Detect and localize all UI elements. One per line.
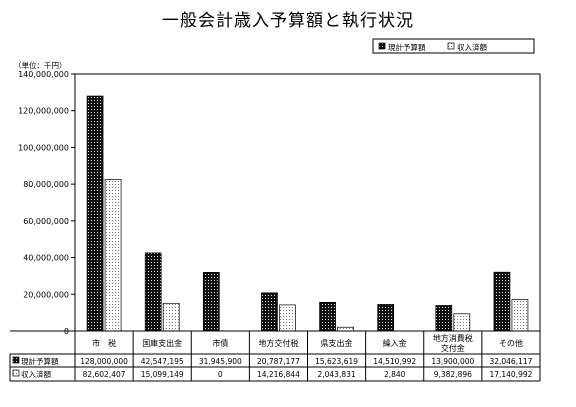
data-label: 14,510,992 (373, 357, 416, 366)
data-label: 2,840 (384, 370, 406, 379)
data-label: 14,216,844 (257, 370, 300, 379)
bar-received (104, 179, 122, 332)
y-tick-label: 20,000,000 (23, 290, 69, 299)
category-label: 県支出金 (321, 338, 353, 348)
legend-label: 現計予算額 (388, 42, 426, 52)
bar-received (279, 304, 296, 332)
bar-received (162, 302, 180, 332)
data-label: 0 (218, 370, 223, 379)
data-label: 32,046,117 (489, 357, 532, 366)
category-label: 市債 (212, 338, 228, 348)
plot-frame (74, 73, 541, 332)
bar-received (511, 299, 529, 332)
category-label: 交付金 (441, 343, 465, 353)
data-label: 15,623,619 (315, 357, 358, 366)
category-label: 国庫支出金 (142, 338, 182, 348)
y-tick-label: 40,000,000 (23, 254, 69, 263)
category-label: 地方交付税 (258, 338, 298, 348)
y-axis: （単位：千円）020,000,00040,000,00060,000,00080… (14, 60, 75, 336)
bar-received (337, 326, 354, 332)
bar-budget (261, 292, 278, 332)
category-label: 地方消費税 (433, 333, 473, 343)
legend: 現計予算額 収入済額 (372, 38, 535, 54)
bar-budget (202, 272, 220, 332)
table-series-name: 現計予算額 (21, 356, 59, 366)
y-tick-label: 60,000,000 (23, 217, 69, 226)
bar-budget (377, 304, 395, 332)
data-label: 20,787,177 (257, 357, 300, 366)
unit-label: （単位：千円） (14, 60, 67, 70)
data-label: 42,547,195 (141, 357, 184, 366)
chart-title: 一般会計歳入予算額と執行状況 (162, 11, 414, 31)
bar-budget (144, 252, 162, 332)
legend-swatch (378, 42, 386, 50)
table-series-name: 収入済額 (21, 369, 51, 379)
data-label: 13,900,000 (431, 357, 474, 366)
data-label: 128,000,000 (80, 357, 128, 366)
data-label: 9,382,896 (434, 370, 472, 379)
table-legend-key (12, 369, 20, 377)
data-label: 82,602,407 (83, 370, 126, 379)
data-label: 17,140,992 (489, 370, 532, 379)
bar-budget (319, 301, 336, 332)
table-legend-key (12, 356, 20, 364)
y-tick-label: 120,000,000 (18, 107, 69, 116)
y-tick-label: 80,000,000 (23, 180, 69, 189)
plot-area (74, 73, 541, 332)
data-label: 31,945,900 (199, 357, 242, 366)
legend-swatch (447, 42, 455, 50)
y-tick-label: 140,000,000 (18, 70, 69, 79)
bar-budget (435, 305, 453, 332)
data-label: 2,043,831 (317, 370, 355, 379)
bar-received (453, 313, 471, 332)
y-tick-label: 100,000,000 (18, 143, 69, 152)
bar-budget (86, 95, 104, 332)
category-label: その他 (499, 338, 523, 348)
legend-label: 収入済額 (457, 42, 487, 52)
category-label: 繰入金 (383, 338, 407, 348)
category-label: 市 税 (92, 338, 116, 348)
data-label: 15,099,149 (141, 370, 184, 379)
bar-budget (493, 271, 511, 332)
